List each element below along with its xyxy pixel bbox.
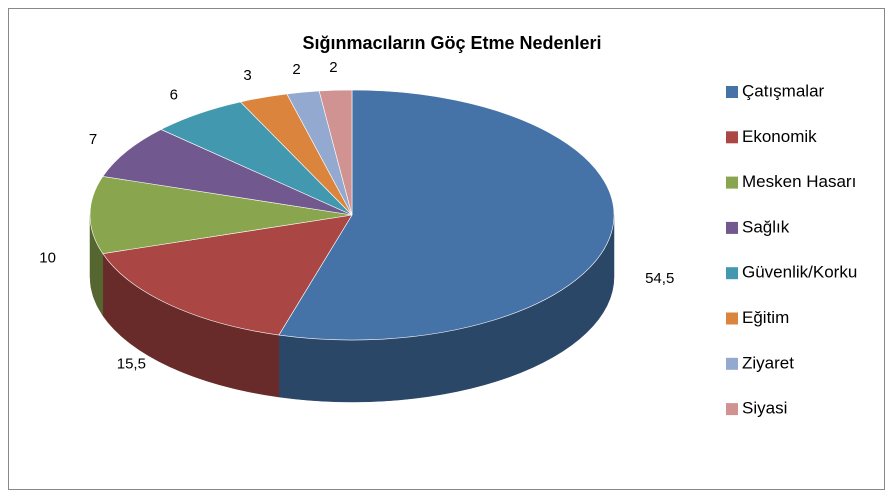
slice [102, 214, 353, 336]
legend-swatch [726, 131, 738, 144]
data-label: 3 [243, 67, 251, 84]
data-label: 2 [292, 61, 300, 78]
data-label: 2 [329, 59, 337, 76]
data-label: 15,5 [117, 355, 146, 372]
legend-label: Eğitim [742, 308, 789, 327]
data-label: 10 [39, 249, 56, 266]
data-label: 54,5 [645, 270, 674, 287]
legend-label: Çatışmalar [742, 81, 825, 100]
data-label: 7 [89, 131, 97, 148]
legend-swatch [726, 86, 738, 98]
slice [318, 89, 353, 216]
legend-label: Mesken Hasarı [742, 172, 856, 191]
slice [89, 176, 353, 254]
legend-label: Güvenlik/Korku [742, 263, 857, 282]
data-label: 6 [170, 87, 178, 104]
slice [102, 129, 353, 216]
legend-swatch [726, 267, 738, 280]
legend-swatch [726, 176, 738, 189]
legend-label: Ziyaret [742, 353, 794, 372]
legend-label: Siyasi [742, 399, 787, 418]
legend-swatch [726, 312, 738, 325]
legend-swatch [726, 357, 738, 370]
legend-label: Sağlık [742, 217, 790, 236]
legend-swatch [726, 221, 738, 234]
legend-swatch [726, 403, 738, 416]
slice [278, 89, 615, 341]
chart-title: Sığınmacıların Göç Etme Nedenleri [302, 33, 601, 53]
legend-label: Ekonomik [742, 127, 817, 146]
